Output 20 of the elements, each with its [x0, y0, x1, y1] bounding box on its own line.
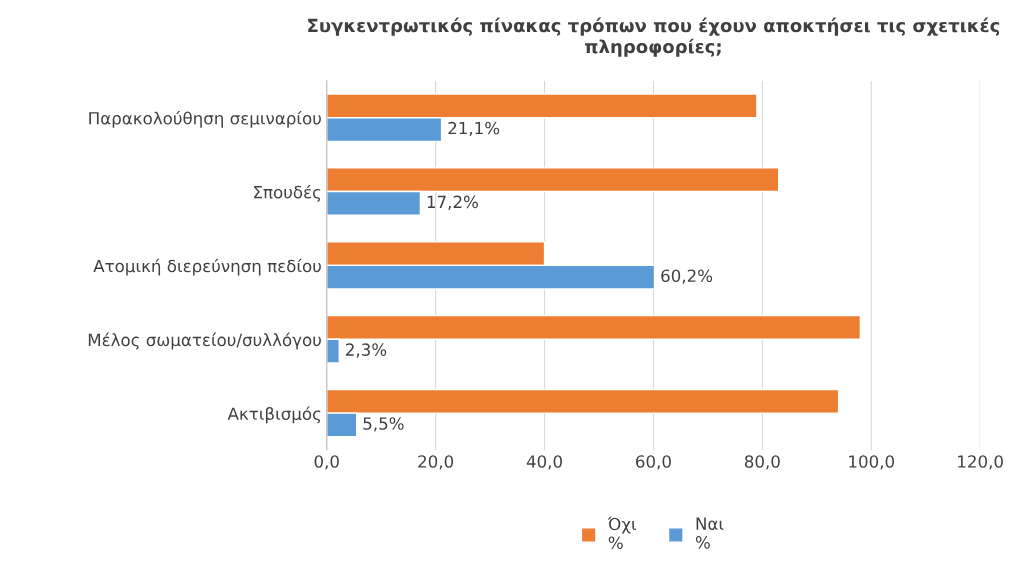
- x-tick-label: 100,0: [849, 455, 894, 470]
- y-tick-label: Μέλος σωματείου/συλλόγου: [88, 332, 321, 350]
- data-label: 21,1%: [448, 121, 500, 137]
- x-tick-label: 20,0: [418, 455, 454, 470]
- x-tick-label: 60,0: [636, 455, 671, 470]
- y-tick-label: Σπουδές: [254, 184, 321, 202]
- legend-label: Όχι %: [607, 516, 637, 549]
- y-tick-label: Ακτιβισμός: [227, 406, 321, 424]
- x-tick-label: 80,0: [744, 455, 780, 470]
- data-label: 60,2%: [661, 269, 713, 284]
- x-tick-label: 0,0: [314, 455, 339, 470]
- data-label: 5,5%: [363, 417, 404, 432]
- data-label: 17,2%: [427, 195, 478, 210]
- x-tick-label: 40,0: [526, 455, 562, 470]
- y-tick-label: Ατομική διερεύνηση πεδίου: [93, 258, 321, 276]
- y-tick-label: Παρακολούθηση σεμιναρίου: [89, 111, 321, 128]
- data-label: 2,3%: [346, 343, 387, 358]
- legend-label: Ναι %: [695, 517, 724, 549]
- chart-title: Συγκεντρωτικός πίνακας τρόπων που έχουν αποκτήσει τις σχετικές πληροφορίες;: [308, 17, 1000, 57]
- x-tick-label: 120,0: [958, 455, 1003, 470]
